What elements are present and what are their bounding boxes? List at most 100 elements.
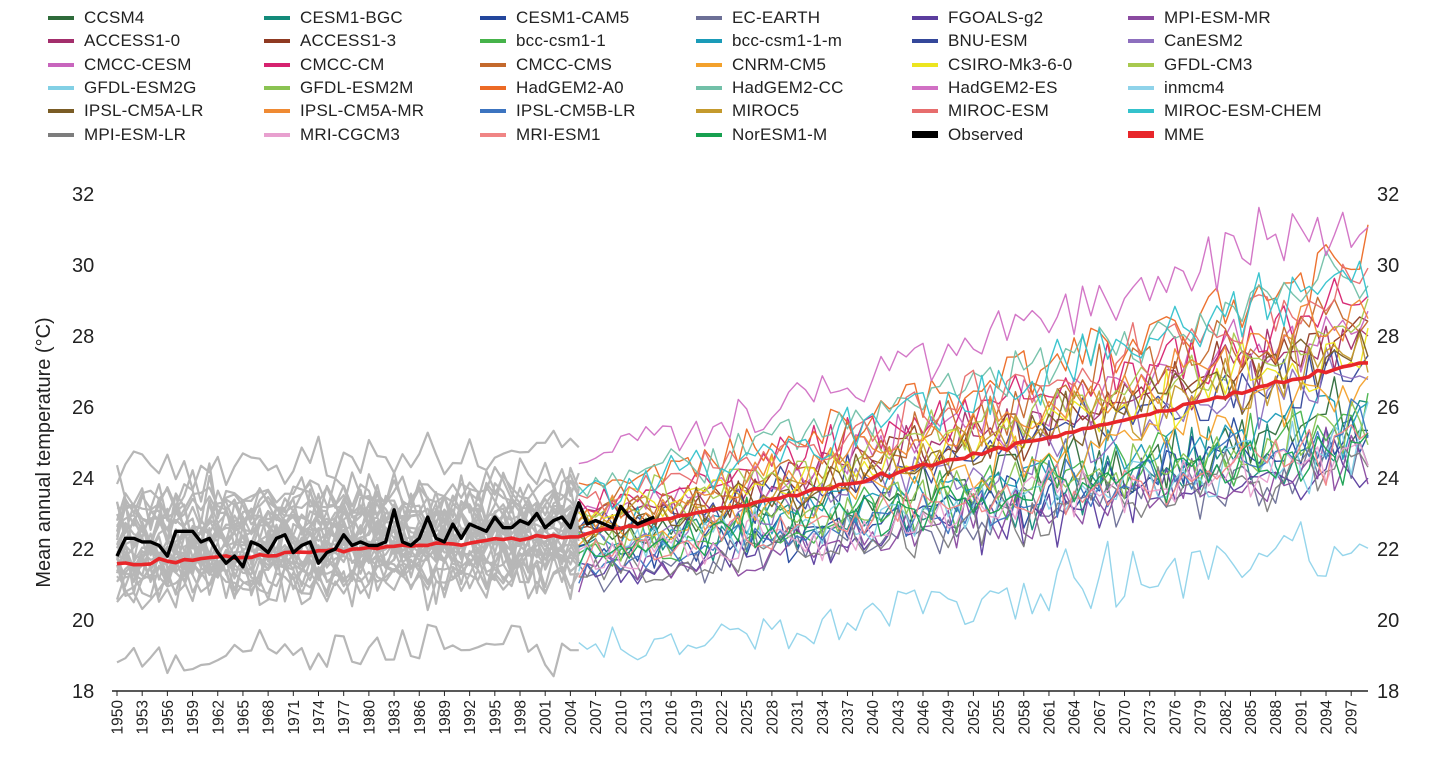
x-tick-label: 2025	[739, 700, 756, 734]
x-tick-label: 2052	[966, 700, 983, 734]
legend-item: MRI-ESM1	[480, 123, 601, 147]
legend-swatch	[264, 39, 290, 44]
legend-label: bcc-csm1-1	[516, 31, 606, 51]
x-tick-label: 2037	[840, 700, 857, 734]
legend-label: GFDL-CM3	[1164, 54, 1253, 74]
x-tick-label: 2082	[1218, 700, 1235, 734]
legend-swatch	[48, 16, 74, 20]
legend-label: IPSL-CM5B-LR	[516, 101, 636, 121]
x-tick-label: 2046	[916, 700, 933, 734]
legend-swatch	[264, 132, 290, 137]
legend-item: MRI-CGCM3	[264, 123, 400, 147]
legend-label: FGOALS-g2	[948, 8, 1044, 27]
legend-item: GFDL-CM3	[1128, 53, 1253, 77]
x-tick-label: 2043	[890, 700, 907, 734]
legend-swatch	[480, 109, 506, 114]
x-tick-label: 1989	[437, 700, 454, 734]
legend-item: BNU-ESM	[912, 29, 1028, 53]
x-tick-label: 2088	[1268, 700, 1285, 734]
legend-swatch	[696, 132, 722, 137]
x-tick-label: 1995	[487, 700, 504, 734]
legend-swatch	[1128, 62, 1154, 67]
legend-label: Observed	[948, 124, 1024, 144]
x-tick-label: 2022	[714, 700, 731, 734]
observed-line	[115, 501, 655, 569]
legend-swatch	[480, 132, 506, 137]
historical-model-series	[115, 429, 580, 678]
legend-label: MME	[1164, 124, 1205, 144]
legend-item: IPSL-CM5A-LR	[48, 99, 204, 123]
legend-swatch	[696, 62, 722, 67]
legend-item: CESM1-CAM5	[480, 6, 629, 30]
observed-series-group	[115, 501, 655, 569]
legend: CCSM4 CESM1-BGC CESM1-CAM5 EC-EARTH FGOALS-g…	[48, 6, 1428, 176]
y-tick-label-right: 22	[1377, 539, 1399, 561]
historical-series-line	[115, 557, 580, 611]
legend-label: CMCC-CMS	[516, 54, 613, 74]
legend-label: CESM1-BGC	[300, 8, 403, 27]
historical-series-line	[115, 474, 580, 532]
y-tick-label-right: 30	[1377, 255, 1399, 277]
legend-swatch	[1128, 39, 1154, 44]
x-tick-label: 1971	[286, 700, 303, 734]
x-tick-label: 2040	[865, 700, 882, 735]
legend-swatch	[480, 16, 506, 20]
legend-swatch	[264, 85, 290, 90]
legend-swatch	[1128, 85, 1154, 90]
x-tick-label: 2064	[1067, 700, 1084, 735]
x-tick-label: 2001	[538, 700, 555, 734]
legend-swatch	[912, 131, 938, 138]
model-series-line	[578, 424, 1369, 578]
x-tick-label: 2079	[1193, 700, 1210, 734]
x-tick-label: 2058	[1016, 700, 1033, 734]
legend-label: CESM1-CAM5	[516, 8, 630, 27]
y-tick-label-left: 26	[72, 397, 94, 419]
model-series-line	[578, 432, 1369, 566]
historical-series-line	[116, 547, 579, 609]
legend-item: Observed	[912, 123, 1023, 147]
x-tick-label: 1950	[110, 700, 127, 735]
x-tick-label: 2055	[991, 700, 1008, 734]
y-tick-label-left: 30	[72, 255, 94, 277]
y-tick-label-right: 32	[1377, 184, 1399, 206]
legend-item: bcc-csm1-1	[480, 29, 606, 53]
legend-item: CanESM2	[1128, 29, 1243, 53]
legend-swatch	[696, 109, 722, 114]
legend-item: CMCC-CMS	[480, 53, 612, 77]
legend-swatch	[264, 62, 290, 67]
historical-series-line	[115, 492, 580, 571]
legend-swatch	[696, 85, 722, 90]
legend-label: IPSL-CM5A-LR	[84, 101, 204, 121]
y-tick-label-left: 20	[72, 610, 94, 632]
x-tick-label: 2097	[1344, 700, 1361, 734]
x-tick-label: 1977	[336, 700, 353, 734]
legend-item: bcc-csm1-1-m	[696, 29, 842, 53]
x-tick-label: 2034	[815, 700, 832, 735]
legend-item: GFDL-ESM2M	[264, 76, 413, 100]
legend-item: MME	[1128, 123, 1204, 147]
legend-swatch	[912, 62, 938, 67]
x-tick-label: 1959	[185, 700, 202, 734]
legend-swatch	[480, 39, 506, 44]
y-tick-label-left: 22	[72, 539, 94, 561]
x-tick-label: 2004	[563, 700, 580, 735]
legend-swatch	[48, 62, 74, 67]
mme-line	[116, 361, 1369, 567]
x-tick-label: 1956	[160, 700, 177, 734]
legend-item: HadGEM2-ES	[912, 76, 1058, 100]
y-axis-label: Mean annual temperature (°C)	[33, 317, 55, 587]
legend-swatch	[48, 109, 74, 114]
legend-label: MPI-ESM-LR	[84, 124, 187, 144]
legend-label: MRI-ESM1	[516, 124, 601, 144]
x-tick-label: 1968	[261, 700, 278, 734]
legend-swatch	[696, 16, 722, 20]
x-tick-label: 2007	[588, 700, 605, 734]
legend-item: FGOALS-g2	[912, 6, 1043, 30]
legend-item: CNRM-CM5	[696, 53, 826, 77]
legend-item: CESM1-BGC	[264, 6, 403, 30]
x-tick-label: 2067	[1092, 700, 1109, 734]
legend-item: IPSL-CM5B-LR	[480, 99, 636, 123]
mme-series-group	[116, 361, 1369, 567]
